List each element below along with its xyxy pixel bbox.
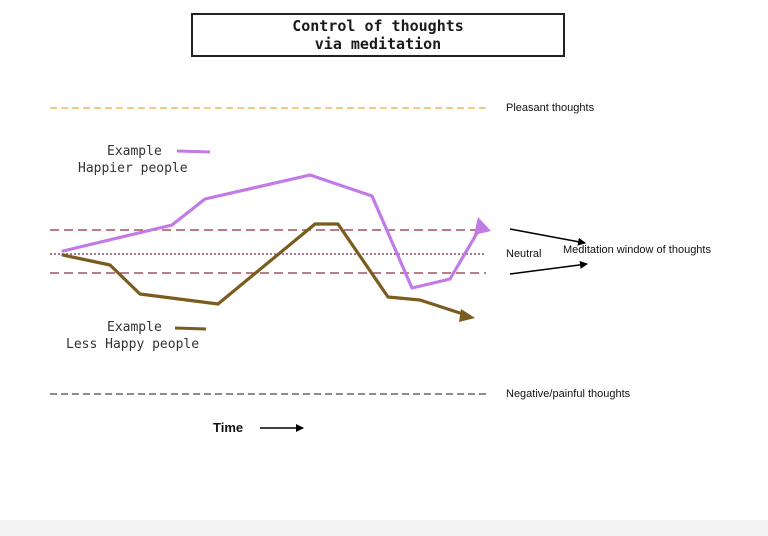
window-arrow-bottom <box>509 260 588 275</box>
window-arrow-top <box>509 228 586 246</box>
legend-happier-example: Example <box>107 144 162 159</box>
legend-happier-name: Happier people <box>78 161 188 176</box>
negative-label: Negative/painful thoughts <box>506 388 631 400</box>
meditation-window-label: Meditation window of thoughts <box>563 244 711 256</box>
legend-happier-swatch <box>176 149 211 154</box>
title-line-2: via meditation <box>314 35 442 53</box>
less-happy-people-line <box>61 222 468 317</box>
footer-band <box>0 520 768 536</box>
pleasant-label: Pleasant thoughts <box>506 102 595 114</box>
happier-arrowhead <box>474 217 491 235</box>
time-label: Time <box>213 420 244 435</box>
legend-less-happy-example: Example <box>107 320 162 335</box>
legend-less-happy-swatch <box>174 326 207 331</box>
neutral-label: Neutral <box>506 248 542 260</box>
less-happy-arrowhead <box>459 309 475 322</box>
title-box: Control of thoughts via meditation <box>191 13 565 57</box>
title-line-1: Control of thoughts <box>292 17 464 35</box>
happier-people-line <box>61 173 482 290</box>
legend-less-happy-name: Less Happy people <box>66 337 200 352</box>
